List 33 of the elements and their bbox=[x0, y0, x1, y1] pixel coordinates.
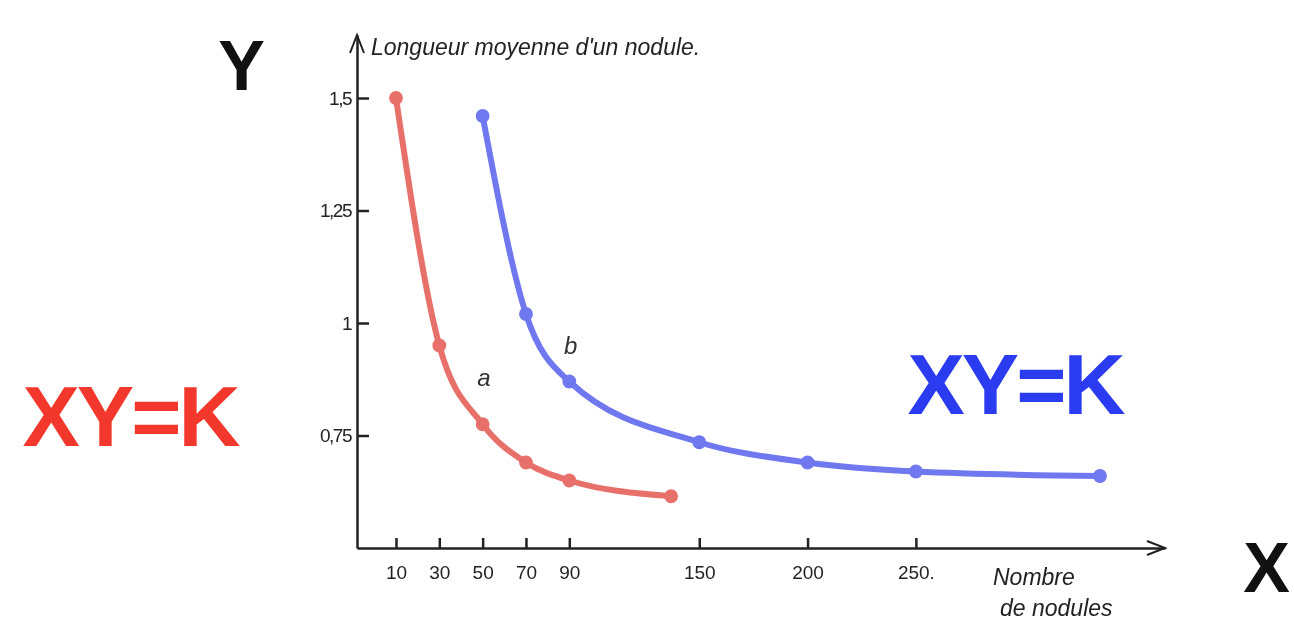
point bbox=[692, 435, 707, 450]
y-tick-label: 1,25 bbox=[320, 200, 352, 222]
text: Y bbox=[218, 27, 265, 105]
text: X bbox=[1243, 529, 1291, 607]
point bbox=[562, 374, 577, 389]
x-tick-label: 30 bbox=[429, 562, 451, 584]
point bbox=[664, 489, 679, 504]
x-tick-label: 70 bbox=[515, 562, 538, 584]
x-axis-title: Nombre de nodules bbox=[993, 564, 1114, 621]
annotation: XY=K bbox=[907, 336, 1126, 432]
point bbox=[519, 307, 533, 321]
x-tick-label: 10 bbox=[385, 562, 408, 584]
x-tick-label: 50 bbox=[472, 562, 494, 584]
x-tick-label: 250. bbox=[897, 562, 935, 584]
x-tick-label: 90 bbox=[559, 562, 581, 584]
y-tick-label: 1 bbox=[341, 312, 352, 334]
x-tick-label: 150 bbox=[683, 562, 716, 584]
x-tick-label: 200 bbox=[792, 562, 824, 584]
point bbox=[908, 464, 923, 479]
point bbox=[1093, 469, 1107, 483]
point bbox=[475, 109, 490, 123]
y-axis-title: Longueur moyenne d'un nodule. bbox=[371, 34, 701, 60]
point bbox=[432, 338, 447, 353]
point bbox=[519, 455, 533, 470]
text: XY=K bbox=[22, 368, 241, 464]
y-tick-label: 0,75 bbox=[320, 425, 352, 447]
point bbox=[562, 473, 577, 488]
series-label: b bbox=[563, 332, 578, 359]
series-label: a bbox=[477, 363, 491, 391]
point bbox=[800, 455, 815, 470]
point bbox=[475, 417, 490, 432]
point bbox=[389, 91, 403, 105]
y-tick-label: 1,5 bbox=[329, 87, 352, 109]
